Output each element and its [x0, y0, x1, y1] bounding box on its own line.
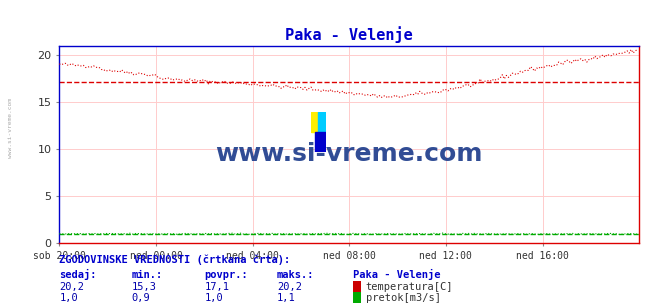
Text: 1,0: 1,0 [204, 293, 223, 303]
Text: temperatura[C]: temperatura[C] [366, 282, 453, 292]
Text: 15,3: 15,3 [132, 282, 157, 292]
Text: www.si-vreme.com: www.si-vreme.com [215, 142, 483, 166]
Title: Paka - Velenje: Paka - Velenje [285, 26, 413, 43]
Text: 1,1: 1,1 [277, 293, 295, 303]
Text: www.si-vreme.com: www.si-vreme.com [8, 98, 13, 158]
Text: 20,2: 20,2 [59, 282, 84, 292]
Text: 20,2: 20,2 [277, 282, 302, 292]
Text: maks.:: maks.: [277, 270, 314, 280]
Bar [318, 112, 326, 132]
Text: 0,9: 0,9 [132, 293, 150, 303]
Text: ZGODOVINSKE VREDNOSTI (črtkana črta):: ZGODOVINSKE VREDNOSTI (črtkana črta): [59, 254, 291, 265]
Text: 1,0: 1,0 [59, 293, 78, 303]
Text: povpr.:: povpr.: [204, 270, 248, 280]
Text: Paka - Velenje: Paka - Velenje [353, 269, 440, 280]
Text: pretok[m3/s]: pretok[m3/s] [366, 293, 441, 303]
Bar [311, 112, 318, 132]
Text: sedaj:: sedaj: [59, 269, 97, 280]
Bar [315, 132, 326, 152]
Text: min.:: min.: [132, 270, 163, 280]
Text: 17,1: 17,1 [204, 282, 229, 292]
